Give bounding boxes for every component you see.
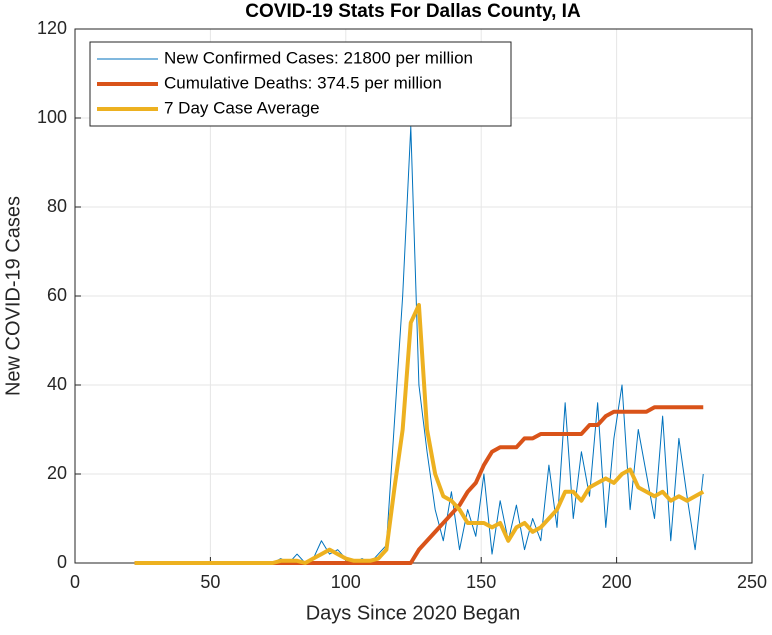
x-tick-label: 50 bbox=[200, 572, 220, 592]
x-tick-label: 150 bbox=[466, 572, 496, 592]
legend-box bbox=[89, 41, 512, 127]
x-axis-label: Days Since 2020 Began bbox=[306, 602, 521, 624]
legend-label: New Confirmed Cases: 21800 per million bbox=[164, 48, 473, 67]
x-tick-label: 250 bbox=[737, 572, 767, 592]
y-tick-label: 0 bbox=[57, 552, 67, 572]
legend-label: Cumulative Deaths: 374.5 per million bbox=[164, 73, 442, 92]
legend-label: 7 Day Case Average bbox=[164, 98, 320, 117]
x-tick-label: 200 bbox=[602, 572, 632, 592]
y-tick-label: 80 bbox=[47, 196, 67, 216]
chart-title: COVID-19 Stats For Dallas County, IA bbox=[245, 1, 581, 22]
x-tick-label: 100 bbox=[331, 572, 361, 592]
x-tick-label: 0 bbox=[70, 572, 80, 592]
y-tick-label: 20 bbox=[47, 463, 67, 483]
axes-box bbox=[74, 28, 753, 564]
y-axis-label: New COVID-19 Cases bbox=[2, 196, 24, 396]
y-tick-label: 100 bbox=[37, 107, 67, 127]
y-tick-label: 60 bbox=[47, 285, 67, 305]
y-tick-label: 40 bbox=[47, 374, 67, 394]
y-tick-label: 120 bbox=[37, 18, 67, 38]
series-line bbox=[134, 302, 705, 565]
